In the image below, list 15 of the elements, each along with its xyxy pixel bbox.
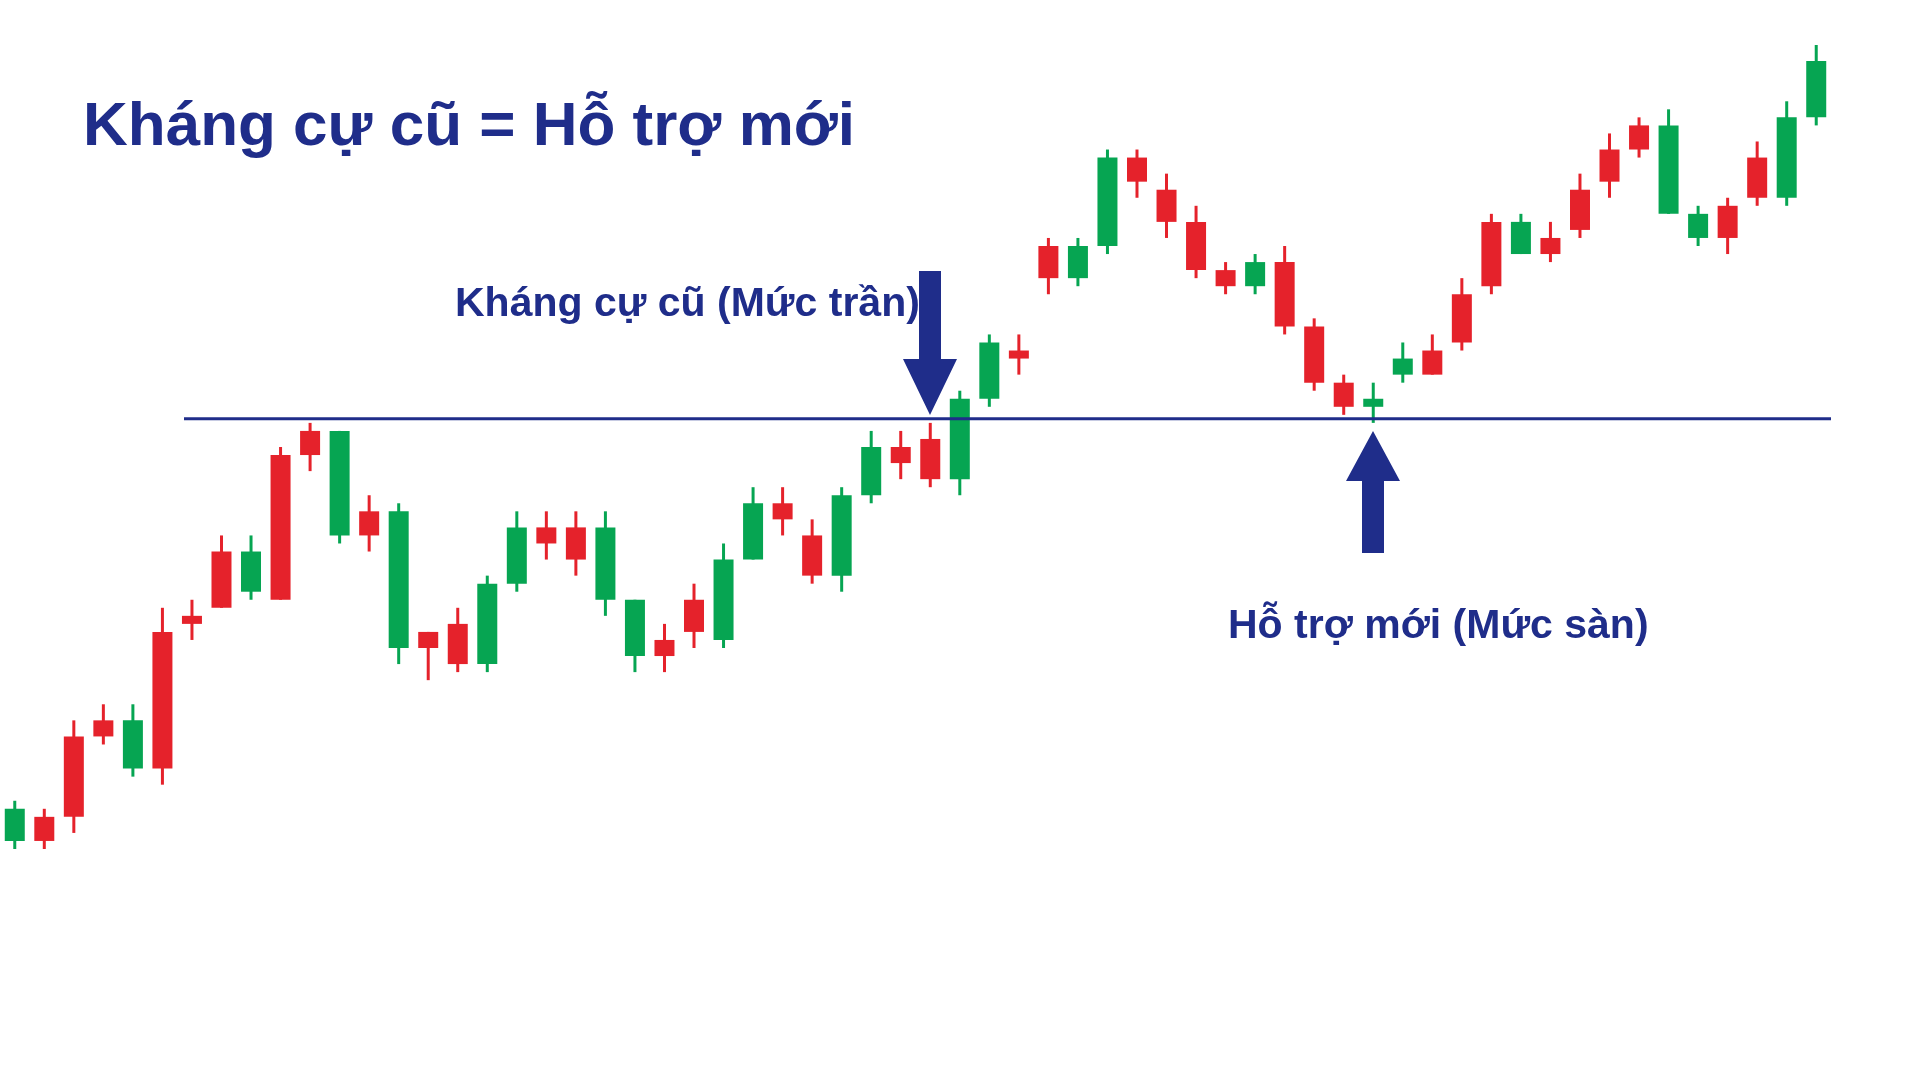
text: Kháng cự cũ = Hỗ trợ mới (83, 89, 856, 158)
candlestick (1363, 382, 1384, 423)
candlestick (654, 622, 675, 674)
candlestick (93, 704, 114, 745)
annotation: Kháng cự cũ (Mức trần) (455, 279, 920, 325)
candlestick (1008, 334, 1029, 375)
candlestick (1392, 342, 1413, 383)
candlestick (536, 511, 557, 560)
annotation: Hỗ trợ mới (Mức sàn) (1228, 601, 1649, 647)
candlestick (181, 598, 202, 640)
candlestick (1215, 262, 1236, 296)
candlestick (1540, 220, 1561, 264)
candlestick (772, 487, 793, 536)
candlestick (418, 630, 439, 682)
candlestick (890, 429, 911, 481)
